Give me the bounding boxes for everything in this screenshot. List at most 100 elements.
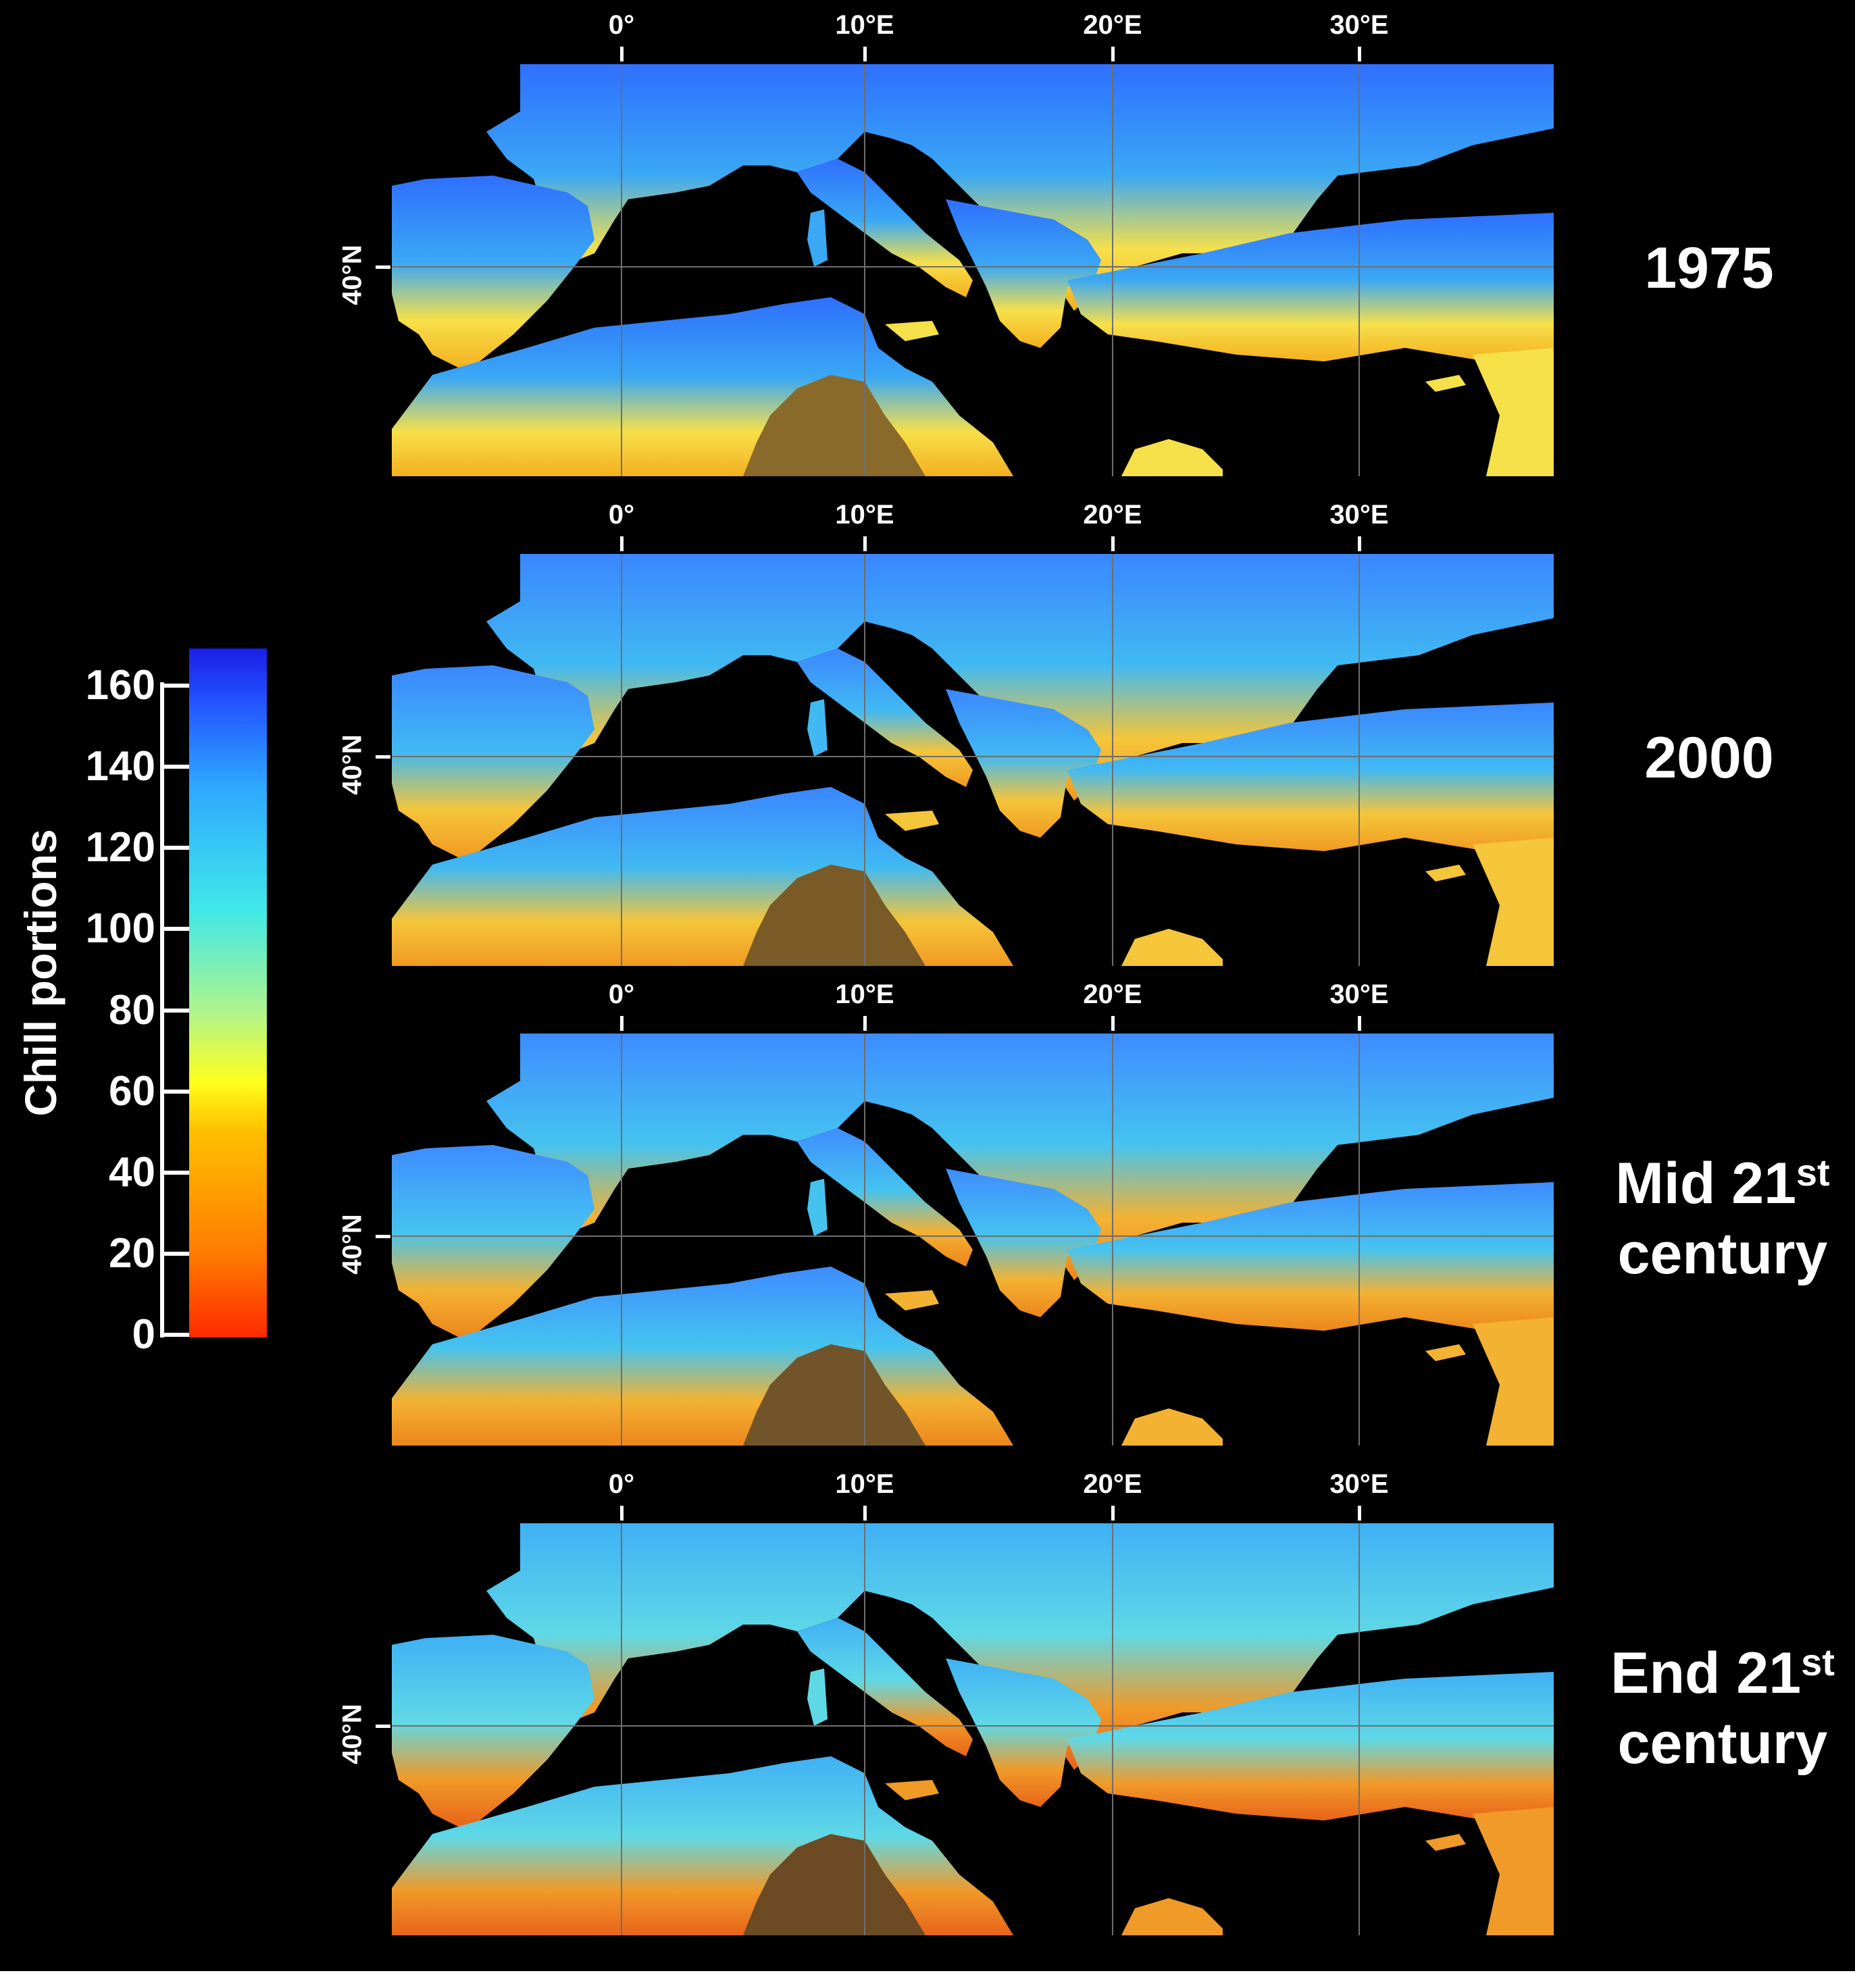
legend-tick-mark [162, 846, 189, 850]
period-label-line2: century [1617, 1711, 1828, 1776]
land-sicily [885, 321, 939, 341]
longitude-label: 30°E [1329, 979, 1389, 1009]
period-label-line2: century [1617, 1221, 1828, 1286]
longitude-label: 10°E [835, 979, 894, 1009]
land-levant [1473, 1317, 1554, 1446]
period-label: End 21st century [1604, 1638, 1841, 1779]
land-balkans [946, 1169, 1101, 1317]
longitude-tick [863, 1016, 867, 1031]
legend-tick-mark [162, 1008, 189, 1013]
land-italy [797, 648, 973, 787]
period-label-line1: End 21st [1604, 1638, 1841, 1708]
period-label-line1: Mid 21st [1604, 1148, 1841, 1219]
longitude-label: 10°E [835, 10, 894, 40]
longitude-tick [863, 536, 867, 551]
chill-portions-map [392, 1523, 1554, 1935]
longitude-tick [1358, 536, 1361, 551]
legend-tick-label: 60 [109, 1067, 155, 1115]
land-iberia [392, 665, 594, 858]
latitude-tick [376, 755, 390, 759]
land-turkey [1067, 1672, 1554, 1820]
land-sahara [743, 1834, 925, 1935]
longitude-tick [620, 1016, 624, 1031]
period-label-line1: 2000 [1604, 723, 1814, 793]
land-italy [797, 1128, 973, 1267]
land-levant [1473, 1807, 1554, 1935]
land-turkey [1067, 1182, 1554, 1331]
longitude-tick [620, 536, 624, 551]
latitude-tick [376, 265, 390, 269]
longitude-label: 0° [608, 500, 635, 530]
longitude-label: 30°E [1329, 500, 1389, 530]
land-libya [1121, 1898, 1223, 1935]
legend-tick-label: 100 [85, 905, 155, 952]
land-sicily [885, 811, 939, 831]
legend-tick-label: 160 [85, 662, 155, 709]
longitude-tick [1111, 47, 1115, 61]
latitude-label: 40°N [337, 1704, 367, 1764]
longitude-label: 0° [608, 1469, 635, 1499]
color-legend: Chill portions 160 140 120 100 80 60 40 20 0 [0, 0, 284, 1356]
latitude-label: 40°N [337, 734, 367, 795]
latitude-label: 40°N [337, 1214, 367, 1275]
land-sardinia [807, 1179, 828, 1236]
legend-tick-label: 20 [109, 1229, 155, 1277]
legend-tick-mark [162, 684, 189, 688]
period-label-main: 1975 [1644, 236, 1774, 301]
longitude-tick [1358, 1016, 1361, 1031]
land-levant [1473, 838, 1554, 966]
land-cyprus [1425, 375, 1466, 392]
longitude-label: 20°E [1083, 979, 1142, 1009]
land-libya [1121, 439, 1223, 476]
land-cyprus [1425, 865, 1466, 882]
land-iberia [392, 1145, 594, 1337]
land-turkey [1067, 213, 1554, 361]
land-iberia [392, 1635, 594, 1827]
period-label-main: Mid 21 [1615, 1151, 1796, 1216]
land-turkey [1067, 703, 1554, 851]
longitude-label: 30°E [1329, 10, 1389, 40]
longitude-label: 30°E [1329, 1469, 1389, 1499]
legend-colorbar [189, 648, 267, 1337]
latitude-tick [376, 1725, 390, 1728]
longitude-tick [620, 47, 624, 61]
latitude-label: 40°N [337, 245, 367, 305]
land-sardinia [807, 699, 828, 757]
period-label: 1975 [1604, 233, 1814, 303]
land-sardinia [807, 1668, 828, 1726]
period-label-superscript: st [1796, 1151, 1830, 1194]
longitude-label: 0° [608, 979, 635, 1009]
land-balkans [946, 1658, 1101, 1807]
legend-tick-mark [162, 1333, 189, 1337]
legend-tick-label: 140 [85, 743, 155, 790]
longitude-tick [863, 1506, 867, 1521]
land-sahara [743, 1344, 925, 1446]
land-europe [486, 554, 1554, 800]
land-europe [486, 1034, 1554, 1280]
legend-tick-label: 0 [132, 1311, 155, 1358]
land-sicily [885, 1290, 939, 1310]
land-europe [486, 1523, 1554, 1770]
bottom-strip [0, 1971, 1855, 1988]
land-iberia [392, 176, 594, 368]
land-levant [1473, 348, 1554, 476]
land-libya [1121, 1408, 1223, 1446]
land-libya [1121, 929, 1223, 966]
period-label: 2000 [1604, 723, 1814, 793]
chill-portions-map [392, 554, 1554, 966]
legend-tick-mark [162, 927, 189, 932]
legend-tick-mark [162, 1170, 189, 1175]
latitude-tick [376, 1235, 390, 1238]
legend-tick-label: 40 [109, 1148, 155, 1196]
longitude-tick [1111, 1016, 1115, 1031]
longitude-label: 10°E [835, 1469, 894, 1499]
land-sicily [885, 1780, 939, 1800]
longitude-label: 0° [608, 10, 635, 40]
longitude-tick [863, 47, 867, 61]
land-sardinia [807, 209, 828, 267]
land-sahara [743, 375, 925, 476]
longitude-tick [1111, 536, 1115, 551]
land-cyprus [1425, 1344, 1466, 1361]
longitude-label: 20°E [1083, 10, 1142, 40]
land-balkans [946, 689, 1101, 838]
